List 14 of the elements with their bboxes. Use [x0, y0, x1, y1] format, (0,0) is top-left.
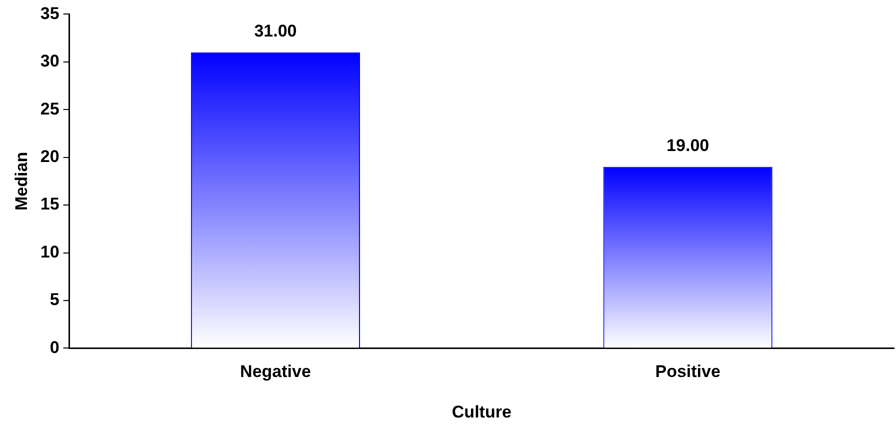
x-tick-label: Positive: [655, 362, 720, 382]
y-axis-title: Median: [12, 152, 31, 210]
y-tick-label: 5: [50, 290, 60, 310]
x-tick-label: Negative: [240, 362, 311, 382]
x-axis-title: Culture: [452, 402, 512, 422]
y-tick-label: 0: [50, 338, 60, 357]
y-tick-label: 10: [40, 242, 60, 262]
y-tick-label: 30: [40, 52, 60, 71]
data-label: 19.00: [666, 136, 710, 156]
y-tick-label: 35: [40, 4, 60, 23]
y-tick-label: 25: [40, 99, 60, 118]
y-tick-label: 15: [40, 194, 60, 214]
data-label: 31.00: [254, 22, 297, 41]
y-tick-label: 20: [40, 147, 60, 166]
